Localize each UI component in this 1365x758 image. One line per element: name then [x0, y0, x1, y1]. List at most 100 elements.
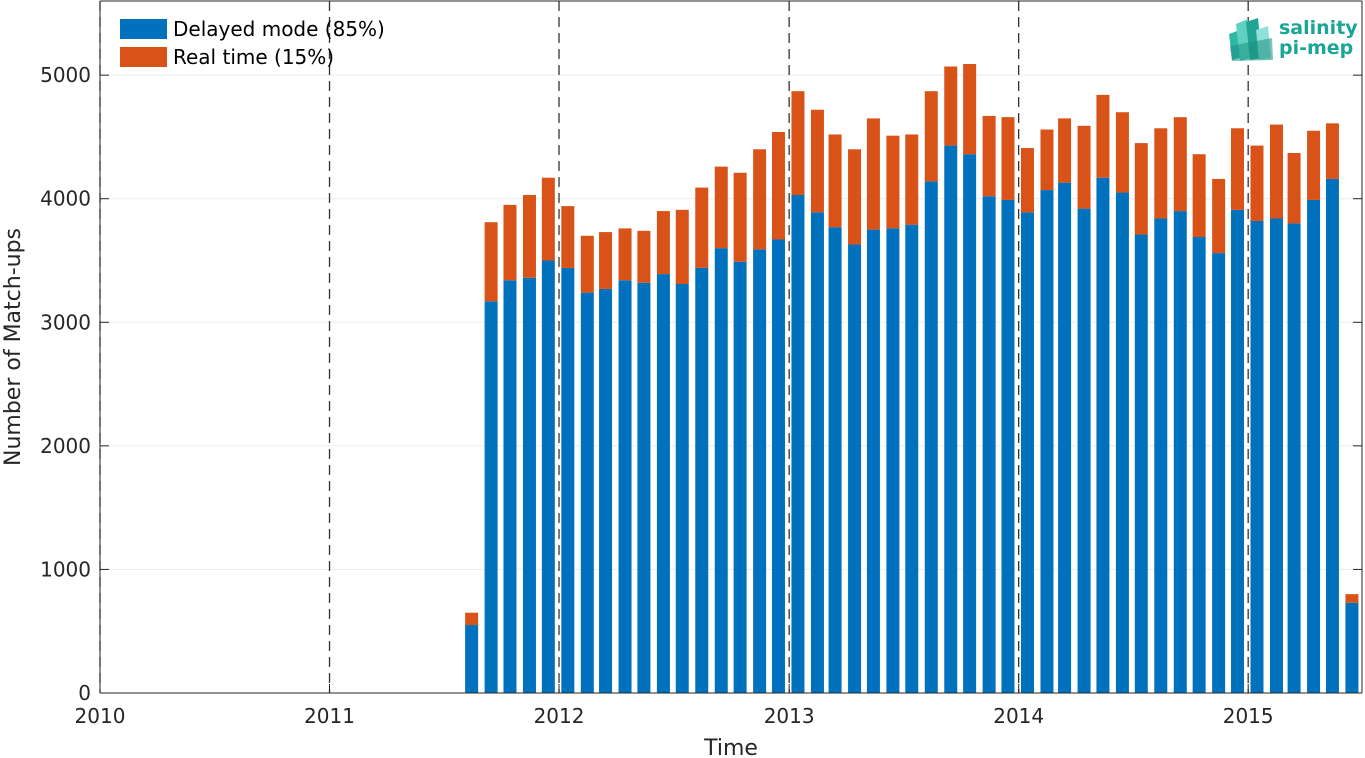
- legend-label-delayed: Delayed mode (85%): [173, 17, 385, 41]
- bar-delayed-mode: [1134, 234, 1148, 694]
- x-axis-title: Time: [703, 736, 758, 758]
- bar-real-time: [484, 222, 498, 302]
- x-tick-label: 2013: [764, 704, 815, 728]
- bar-delayed-mode: [1325, 178, 1339, 693]
- bar-delayed-mode: [1058, 182, 1072, 693]
- bar-delayed-mode: [771, 239, 785, 693]
- bar-delayed-mode: [848, 244, 862, 693]
- bar-delayed-mode: [1212, 253, 1226, 694]
- bar-real-time: [810, 109, 824, 213]
- bar-delayed-mode: [503, 280, 517, 693]
- bar-real-time: [924, 91, 938, 182]
- x-tick-label: 2014: [993, 704, 1044, 728]
- bar-delayed-mode: [522, 277, 536, 693]
- bar-real-time: [618, 228, 632, 281]
- bar-delayed-mode: [541, 260, 555, 693]
- y-tick-label: 2000: [40, 434, 91, 458]
- bar-real-time: [714, 166, 728, 249]
- bar-real-time: [791, 91, 805, 196]
- y-tick-label: 1000: [40, 557, 91, 581]
- bar-real-time: [465, 612, 479, 626]
- logo-icon: [1229, 18, 1273, 61]
- bar-real-time: [828, 134, 842, 228]
- bar-real-time: [733, 172, 747, 262]
- bar-delayed-mode: [561, 267, 575, 693]
- bar-real-time: [753, 149, 767, 250]
- bar-real-time: [982, 115, 996, 197]
- bar-delayed-mode: [905, 224, 919, 693]
- logo-text-line2: pi-mep: [1279, 37, 1353, 59]
- bar-delayed-mode: [733, 261, 747, 693]
- bar-delayed-mode: [695, 267, 709, 693]
- bar-delayed-mode: [982, 196, 996, 693]
- logo-text-line1: salinity: [1279, 17, 1358, 39]
- bar-real-time: [656, 211, 670, 275]
- bar-real-time: [503, 204, 517, 281]
- bar-delayed-mode: [791, 195, 805, 693]
- bar-delayed-mode: [1287, 223, 1301, 693]
- bar-real-time: [1345, 594, 1359, 603]
- bar-delayed-mode: [637, 282, 651, 693]
- axes: [99, 0, 1363, 694]
- bar-real-time: [1212, 178, 1226, 254]
- bar-real-time: [1077, 125, 1091, 209]
- bar-real-time: [1040, 129, 1054, 191]
- bar-delayed-mode: [1269, 218, 1283, 693]
- bar-delayed-mode: [1307, 199, 1321, 693]
- bar-delayed-mode: [484, 301, 498, 693]
- bar-delayed-mode: [866, 229, 880, 693]
- y-tick-label: 5000: [40, 63, 91, 87]
- bar-real-time: [1269, 124, 1283, 219]
- bar-delayed-mode: [924, 181, 938, 693]
- bar-delayed-mode: [944, 145, 958, 694]
- bar-real-time: [561, 206, 575, 268]
- y-tick-label: 4000: [40, 187, 91, 211]
- bar-real-time: [905, 134, 919, 225]
- bar-delayed-mode: [810, 212, 824, 694]
- bar-delayed-mode: [1040, 190, 1054, 694]
- bar-real-time: [1001, 117, 1015, 200]
- bar-delayed-mode: [714, 248, 728, 693]
- bar-real-time: [1230, 128, 1244, 210]
- legend: Delayed mode (85%) Real time (15%): [120, 17, 385, 69]
- bar-real-time: [541, 177, 555, 261]
- bar-delayed-mode: [1001, 199, 1015, 693]
- bar-real-time: [599, 232, 613, 289]
- bar-real-time: [1020, 148, 1034, 213]
- legend-swatch-realtime: [120, 47, 167, 67]
- bar-real-time: [675, 209, 689, 284]
- bar-real-time: [963, 64, 977, 155]
- bar-real-time: [1115, 112, 1129, 193]
- bars: [465, 64, 1359, 694]
- legend-label-realtime: Real time (15%): [173, 45, 334, 69]
- bar-real-time: [1154, 128, 1168, 219]
- bar-real-time: [1250, 145, 1264, 221]
- bar-delayed-mode: [1077, 208, 1091, 693]
- bar-real-time: [1173, 117, 1187, 212]
- legend-swatch-delayed: [120, 19, 167, 39]
- bar-delayed-mode: [753, 249, 767, 693]
- grid-lines: [100, 74, 1362, 570]
- bar-real-time: [866, 118, 880, 230]
- bar-real-time: [1058, 118, 1072, 183]
- bar-delayed-mode: [599, 288, 613, 693]
- bar-delayed-mode: [1154, 218, 1168, 693]
- bar-real-time: [637, 230, 651, 283]
- year-boundary-lines: [99, 1, 1249, 693]
- bar-delayed-mode: [580, 292, 594, 693]
- bar-real-time: [522, 195, 536, 278]
- bar-delayed-mode: [1230, 209, 1244, 694]
- bar-real-time: [1307, 130, 1321, 200]
- bar-delayed-mode: [963, 154, 977, 693]
- bar-delayed-mode: [1096, 177, 1110, 693]
- y-tick-label: 0: [78, 681, 91, 705]
- bar-real-time: [944, 66, 958, 146]
- bar-real-time: [695, 187, 709, 268]
- bar-real-time: [848, 149, 862, 245]
- bar-delayed-mode: [675, 283, 689, 693]
- bar-real-time: [771, 131, 785, 240]
- bar-delayed-mode: [828, 227, 842, 693]
- bar-delayed-mode: [656, 274, 670, 693]
- bar-real-time: [1192, 154, 1206, 238]
